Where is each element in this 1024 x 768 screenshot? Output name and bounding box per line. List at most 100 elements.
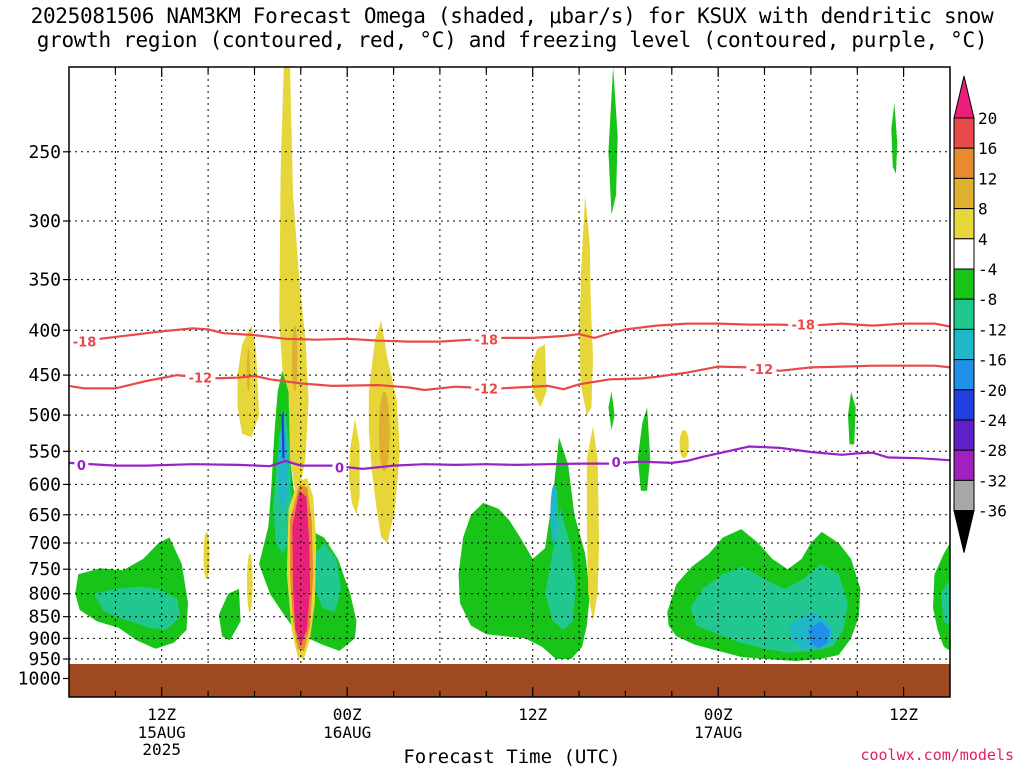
y-tick-label: 900 [28,628,61,649]
omega-orange-streak-b [291,325,298,392]
y-tick-label: 300 [28,211,61,232]
contour-label-bg [471,380,502,396]
colorbar: 20 16 12 8 4 -4 -8 -12 -16 -20 -24 -28 -32 -36 [953,75,1007,553]
contour-label: -12 [189,372,213,387]
y-tick-label: 850 [28,607,61,628]
omega-yellow-column-c [348,418,360,515]
contours: -18 -18 -18 -12 -12 -12 0 0 0 [69,316,950,477]
y-tick-label: 700 [28,533,61,554]
x-tick-label: 12Z [889,705,918,724]
colorbar-band [953,147,975,179]
colorbar-label: 12 [978,169,997,188]
y-tick-label: 800 [28,584,61,605]
colorbar-label: -12 [978,320,1007,339]
omega-yellow-speck-2 [247,553,253,613]
y-tick-label: 1000 [18,669,61,690]
omega-teal-speck-e [550,484,559,543]
colorbar-band [953,449,975,481]
colorbar-label: -16 [978,351,1007,370]
colorbar-band [953,359,975,391]
contour-label-bg [185,369,216,385]
omega-orange-streak-d [378,391,390,472]
omega-blue-region-k [807,621,830,649]
y-tick-label: 500 [28,405,61,426]
omega-magenta-core [292,490,311,645]
y-tick-label: 950 [28,649,61,670]
colorbar-label: -8 [978,290,997,309]
colorbar-label: 16 [978,139,997,158]
colorbar-label: -32 [978,471,1007,490]
contour-label: -12 [475,382,499,397]
y-tick-label: 750 [28,559,61,580]
colorbar-band [953,479,975,512]
y-axis: 2503003504004505005506006507007508008509… [18,142,69,690]
contour-label: -18 [73,336,97,351]
omega-shading [75,67,950,661]
x-tick-year-label: 2025 [142,740,181,759]
y-tick-label: 350 [28,270,61,291]
omega-cyan-region-b [277,415,287,515]
contour-label: -12 [750,363,774,378]
contour-label-bg [746,361,777,377]
omega-green-speck-upper-a [608,67,618,215]
contour-label-bg [332,459,347,475]
colorbar-label: -4 [978,260,997,279]
surface-below-ground [69,664,950,697]
colorbar-band [953,328,975,361]
plot-frame [68,66,951,698]
colorbar-band [953,177,975,210]
colorbar-label: 4 [978,230,988,249]
omega-green-speck-b [608,391,615,430]
contour-line [69,364,950,392]
omega-orange-streak-a [246,348,250,392]
y-tick-label: 450 [28,365,61,386]
omega-yellow-column-f [531,344,547,408]
omega-yellow-speck-j [679,430,689,459]
omega-yellow-column-i [586,426,600,622]
y-tick-label: 250 [28,142,61,163]
contour-label: 0 [612,456,621,471]
contour-line [69,445,950,471]
omega-yellow-speck-1 [203,532,210,580]
omega-teal-region-n [940,579,950,626]
contour-label: 0 [335,462,344,477]
omega-green-speck-l [848,391,856,445]
colorbar-band [953,117,975,149]
contour-label: 0 [77,459,86,474]
x-tick-date-label: 15AUG [138,723,186,742]
colorbar-under-triangle [953,510,975,553]
colorbar-band [953,238,975,270]
plot-area: -18 -18 -18 -12 -12 -12 0 0 0 [69,67,950,697]
contour-label-bg [471,331,502,347]
colorbar-label: 20 [978,109,997,128]
colorbar-label: -24 [978,411,1007,430]
x-tick-label: 12Z [147,705,176,724]
colorbar-label: -28 [978,441,1007,460]
y-tick-label: 550 [28,441,61,462]
colorbar-band [953,268,975,300]
y-tick-label: 650 [28,505,61,526]
colorbar-band [953,389,975,421]
colorbar-over-triangle [953,75,975,119]
y-tick-label: 600 [28,474,61,495]
x-axis-title: Forecast Time (UTC) [403,746,621,768]
title-line-1: 2025081506 NAM3KM Forecast Omega (shaded… [30,4,994,28]
omega-green-speck-c [637,407,651,491]
title-line-2: growth region (contoured, red, °C) and f… [36,28,988,52]
colorbar-label: -36 [978,502,1007,521]
colorbar-band [953,208,975,240]
x-tick-date-label: 17AUG [694,723,742,742]
x-tick-label: 00Z [704,705,733,724]
y-tick-label: 400 [28,320,61,341]
chart-title: 2025081506 NAM3KM Forecast Omega (shaded… [0,4,1024,52]
x-tick-date-label: 16AUG [323,723,371,742]
omega-green-speck-upper-m [891,103,898,174]
x-tick-label: 12Z [518,705,547,724]
omega-blue-streak-b [281,411,285,459]
omega-teal-region-c [314,543,341,613]
colorbar-label: 8 [978,200,988,219]
colorbar-band [953,419,975,451]
colorbar-label: -20 [978,381,1007,400]
